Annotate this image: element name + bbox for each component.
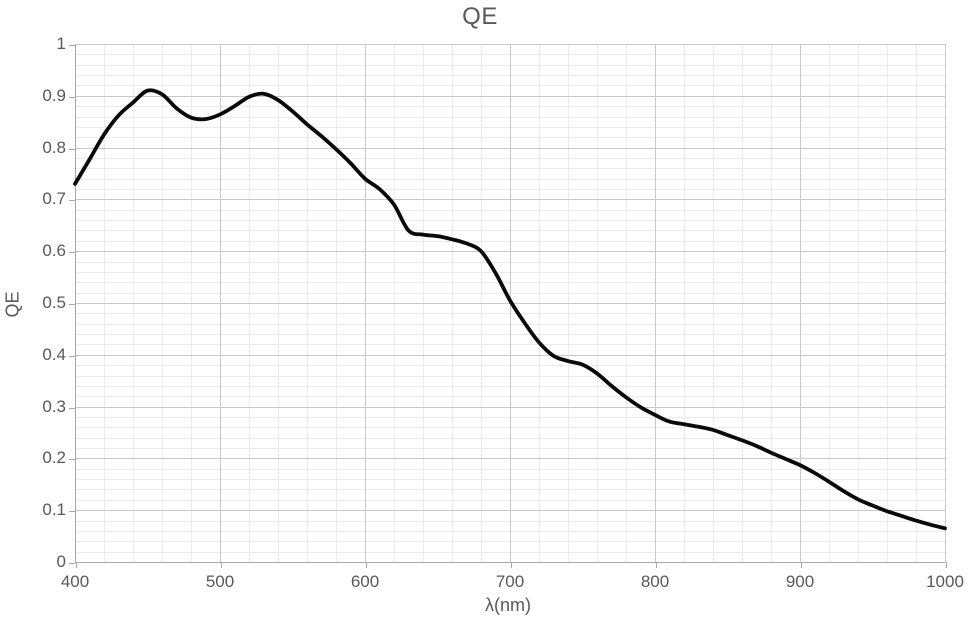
x-tick-label: 500 bbox=[205, 572, 235, 591]
axis-ticks bbox=[69, 45, 947, 568]
gridlines-major bbox=[75, 44, 946, 562]
y-tick-label: 0.5 bbox=[42, 293, 66, 312]
y-tick-label: 0.4 bbox=[42, 344, 66, 364]
x-tick-label: 600 bbox=[350, 572, 380, 591]
y-tick-label: 1 bbox=[56, 34, 66, 53]
x-axis-title: λ(nm) bbox=[485, 595, 531, 615]
y-tick-label: 0.7 bbox=[42, 189, 66, 209]
y-tick-label: 0.8 bbox=[42, 137, 66, 157]
y-tick-label: 0.2 bbox=[42, 448, 66, 468]
x-tick-label: 900 bbox=[785, 572, 815, 591]
qe-series-line bbox=[73, 88, 947, 531]
qe-curve bbox=[73, 88, 947, 531]
y-tick-label: 0.9 bbox=[42, 85, 66, 105]
x-tick-label: 400 bbox=[60, 572, 90, 591]
y-tick-label: 0.1 bbox=[42, 500, 66, 520]
x-tick-label: 700 bbox=[495, 572, 525, 591]
y-tick-label: 0.3 bbox=[42, 396, 66, 416]
chart-title: QE bbox=[462, 3, 498, 30]
x-tick-label: 800 bbox=[640, 572, 670, 591]
y-tick-label: 0 bbox=[56, 552, 66, 571]
axis-lines bbox=[75, 44, 945, 563]
x-tick-label: 1000 bbox=[926, 572, 964, 591]
y-tick-label: 0.6 bbox=[42, 241, 66, 261]
